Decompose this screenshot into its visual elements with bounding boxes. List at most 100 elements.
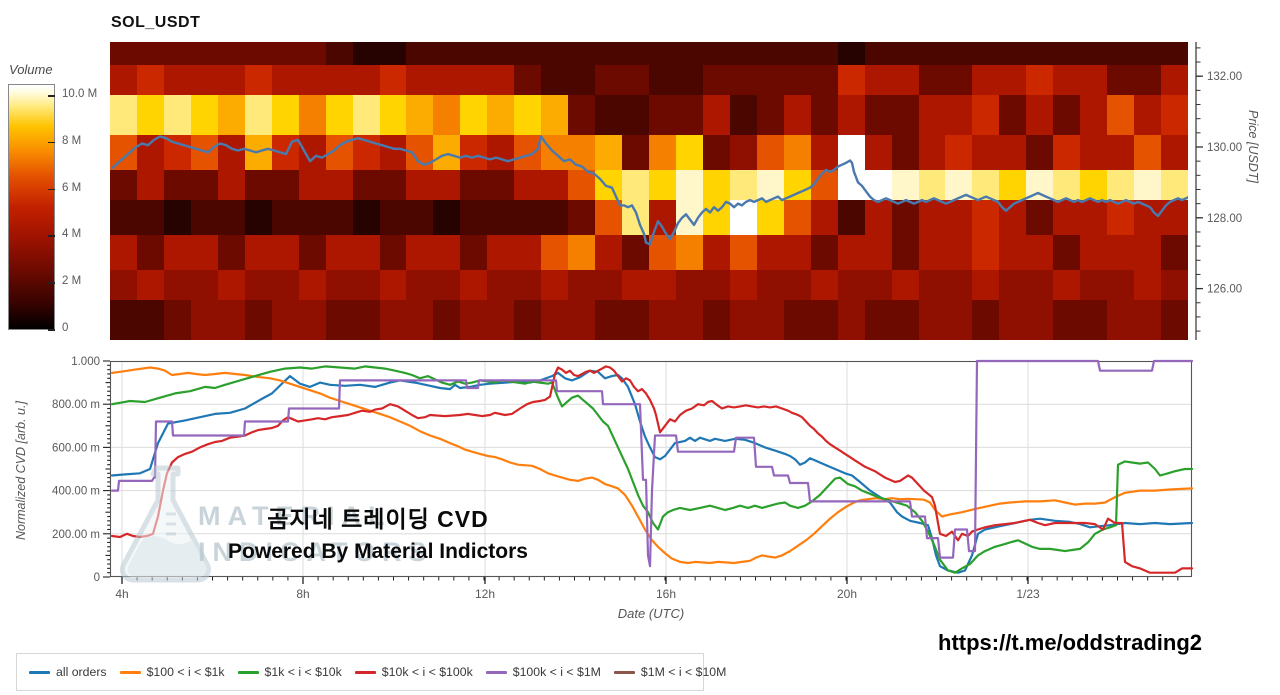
heatmap-cell (136, 200, 164, 235)
heatmap-cell (675, 95, 703, 135)
heatmap-cell (810, 170, 838, 200)
heatmap-cell (244, 170, 272, 200)
heatmap-cell (729, 42, 757, 65)
heatmap-cell (325, 300, 353, 340)
watermark-word-material: MATERIAL (198, 501, 392, 531)
heatmap-cell (352, 200, 380, 235)
heatmap-cell (163, 42, 191, 65)
heatmap-cell (810, 235, 838, 270)
heatmap-cell (783, 65, 811, 95)
legend-swatch-icon (29, 670, 50, 674)
heatmap-cell (918, 170, 946, 200)
heatmap-cell (433, 95, 461, 135)
heatmap-cell (1161, 42, 1188, 65)
heatmap-cell (1134, 235, 1162, 270)
heatmap-cell (837, 300, 865, 340)
material-indicators-watermark: MATERIAL INDICATORS (198, 498, 427, 570)
heatmap-cell (271, 300, 299, 340)
heatmap-cell (891, 270, 919, 300)
heatmap-cell (1080, 95, 1108, 135)
heatmap-cell (406, 170, 434, 200)
heatmap-cell (1161, 270, 1188, 300)
legend: all orders $100 < i < $1k $1k < i < $10k $1… (16, 653, 726, 691)
heatmap-cell (972, 200, 1000, 235)
heatmap-cell (460, 95, 488, 135)
heatmap-cell (1107, 65, 1135, 95)
heatmap-cell (837, 270, 865, 300)
heatmap-cell (675, 65, 703, 95)
heatmap-cell (945, 42, 973, 65)
heatmap-cell (163, 300, 191, 340)
heatmap-cell (136, 65, 164, 95)
heatmap-cell (837, 95, 865, 135)
heatmap-cell (1026, 42, 1054, 65)
heatmap-cell (972, 135, 1000, 170)
chart-watermark-text: 곰지네 트레이딩 CVD Powered By Material Indicto… (178, 500, 578, 564)
heatmap-cell (1053, 65, 1081, 95)
heatmap-cell (1026, 235, 1054, 270)
legend-item: $1M < i < $10M (613, 665, 726, 679)
cvd-ytick-label: 600.00 m (52, 442, 100, 454)
heatmap-cell (568, 95, 596, 135)
legend-label: $1k < i < $10k (264, 665, 342, 679)
heatmap-cell (406, 200, 434, 235)
heatmap-cell (918, 95, 946, 135)
heatmap-cell (729, 270, 757, 300)
heatmap-cell (649, 170, 676, 200)
heatmap-cell (190, 270, 218, 300)
heatmap-cell (702, 300, 730, 340)
footer-url: https://t.me/oddstrading2 (938, 630, 1202, 655)
heatmap-cell (702, 95, 730, 135)
heatmap-cell (325, 42, 353, 65)
heatmap-cell (1026, 65, 1054, 95)
heatmap-cell (136, 170, 164, 200)
heatmap-cell (595, 42, 623, 65)
heatmap-cell (1080, 235, 1108, 270)
heatmap-cell (945, 95, 973, 135)
heatmap-cell (1107, 200, 1135, 235)
cvd-ytick-label: 1.000 (71, 356, 100, 368)
heatmap-cell (352, 95, 380, 135)
legend-item: $100 < i < $1k (119, 665, 225, 679)
cvd-ylabel: Normalized CVD [arb. u.] (14, 401, 28, 541)
heatmap-cell (945, 235, 973, 270)
cvd-series--100-i-1k (110, 366, 1194, 565)
heatmap-cell (1161, 170, 1188, 200)
volume-heatmap (110, 42, 1188, 340)
heatmap-cell (352, 65, 380, 95)
heatmap-cell (918, 300, 946, 340)
heatmap-cell (352, 235, 380, 270)
legend-item: $10k < i < $100k (354, 665, 473, 679)
heatmap-cell (163, 200, 191, 235)
heatmap-cell (514, 300, 542, 340)
legend-swatch-icon (485, 670, 507, 674)
heatmap-cell (190, 235, 218, 270)
heatmap-cell (622, 170, 649, 200)
heatmap-cell (918, 270, 946, 300)
heatmap-cell (460, 270, 488, 300)
price-tick-label: 126.00 (1207, 284, 1242, 296)
price-tick-label: 132.00 (1207, 71, 1242, 83)
cvd-ytick-label: 400.00 m (52, 486, 100, 498)
heatmap-cell (568, 200, 596, 235)
heatmap-cell (568, 170, 596, 200)
heatmap-cell (163, 95, 191, 135)
heatmap-cell (864, 300, 892, 340)
heatmap-cell (325, 200, 353, 235)
heatmap-cell (1053, 270, 1081, 300)
legend-swatch-icon (237, 670, 259, 674)
heatmap-cell (649, 135, 676, 170)
heatmap-cell (702, 270, 730, 300)
heatmap-cell (487, 270, 515, 300)
legend-swatch-icon (613, 670, 635, 674)
heatmap-cell (190, 65, 218, 95)
heatmap-cell (298, 95, 326, 135)
heatmap-cell (999, 300, 1027, 340)
heatmap-cell (1026, 200, 1054, 235)
heatmap-cell (837, 200, 865, 235)
heatmap-cell (1107, 300, 1135, 340)
colorbar-tick (48, 329, 55, 331)
heatmap-cell (783, 200, 811, 235)
heatmap-cell (298, 65, 326, 95)
heatmap-cell (217, 95, 245, 135)
